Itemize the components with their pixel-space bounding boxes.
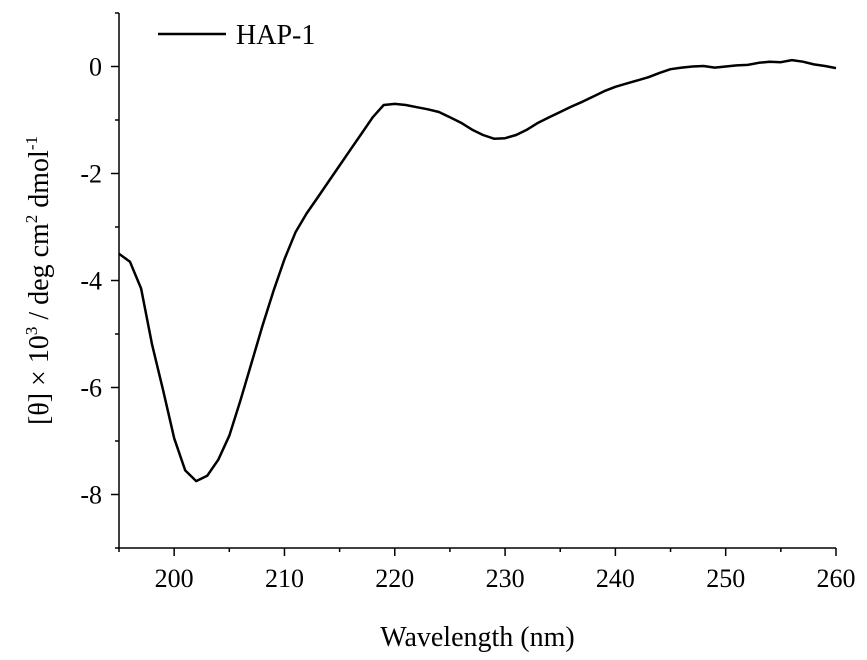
x-tick-label: 200 xyxy=(155,564,194,593)
x-tick-label: 220 xyxy=(375,564,414,593)
x-axis-title: Wavelength (nm) xyxy=(380,622,574,653)
y-axis-ticks xyxy=(111,12,119,549)
y-axis-title-superscript: 2 xyxy=(22,215,41,224)
y-axis-title-part: / deg cm xyxy=(24,223,55,327)
series-line-hap-1 xyxy=(118,58,837,483)
x-tick-label: 210 xyxy=(265,564,304,593)
legend-label-hap-1: HAP-1 xyxy=(236,20,315,51)
y-tick-label: 0 xyxy=(89,53,102,82)
legend: HAP-1 xyxy=(158,20,315,51)
y-tick-label: -8 xyxy=(80,481,102,510)
x-tick-label: 230 xyxy=(486,564,525,593)
series-group xyxy=(118,58,837,483)
x-axis-tick-labels: 200 210 220 230 240 250 260 xyxy=(155,564,856,593)
y-tick-label: -6 xyxy=(80,374,102,403)
y-axis-tick-labels: 0 -2 -4 -6 -8 xyxy=(80,53,102,510)
plot-area: 200 210 220 230 240 250 260 0 -2 -4 -6 -8 xyxy=(80,12,856,593)
y-axis-title-part: [θ] × 10 xyxy=(24,335,55,425)
y-tick-label: -4 xyxy=(80,267,102,296)
x-tick-label: 250 xyxy=(706,564,745,593)
y-axis-title: [θ] × 103 / deg cm2 dmol-1 xyxy=(22,136,55,425)
y-axis-title-part: dmol xyxy=(24,150,55,215)
y-axis-title-superscript: -1 xyxy=(22,136,41,150)
x-tick-label: 240 xyxy=(596,564,635,593)
x-tick-label: 260 xyxy=(817,564,856,593)
y-tick-label: -2 xyxy=(80,160,102,189)
y-axis-title-superscript: 3 xyxy=(22,327,41,336)
x-axis-ticks xyxy=(118,548,837,556)
